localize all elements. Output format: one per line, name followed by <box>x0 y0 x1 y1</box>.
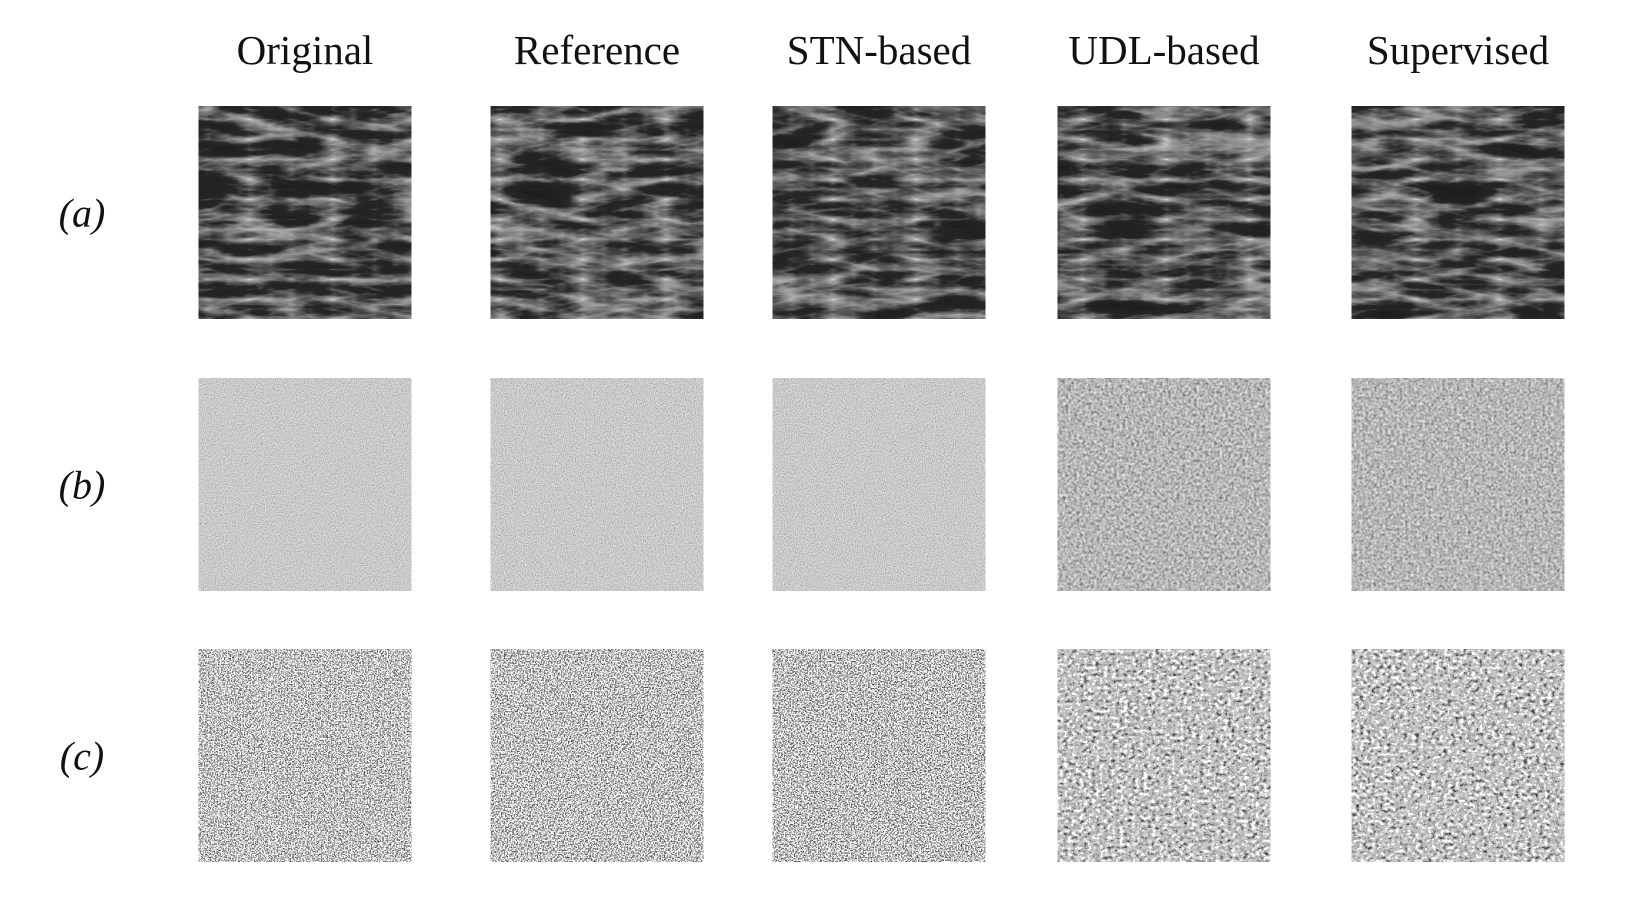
result-image <box>490 378 704 591</box>
result-image <box>1351 649 1565 862</box>
image-texture <box>1057 106 1271 319</box>
image-texture <box>1351 649 1565 862</box>
result-image <box>1057 106 1271 319</box>
row-label: (c) <box>60 734 104 779</box>
row-label: (b) <box>59 463 106 508</box>
result-image <box>490 649 704 862</box>
result-image <box>1057 649 1271 862</box>
result-image <box>1351 378 1565 591</box>
result-image <box>772 649 986 862</box>
column-header: Original <box>237 27 374 73</box>
image-texture <box>772 378 986 591</box>
image-texture <box>1057 378 1271 591</box>
image-texture <box>490 106 704 319</box>
result-image <box>198 378 412 591</box>
column-header: Supervised <box>1367 27 1549 73</box>
result-image <box>490 106 704 319</box>
image-texture <box>772 649 986 862</box>
image-texture <box>1057 649 1271 862</box>
column-header: Reference <box>514 27 680 73</box>
image-texture <box>772 106 986 319</box>
column-header: STN-based <box>787 27 971 73</box>
image-texture <box>1351 106 1565 319</box>
result-image <box>1057 378 1271 591</box>
column-header: UDL-based <box>1068 27 1259 73</box>
result-image <box>198 106 412 319</box>
image-texture <box>490 649 704 862</box>
image-texture <box>198 106 412 319</box>
result-image <box>772 106 986 319</box>
result-image <box>772 378 986 591</box>
image-texture <box>1351 378 1565 591</box>
row-label: (a) <box>59 191 106 236</box>
image-texture <box>198 378 412 591</box>
result-image <box>1351 106 1565 319</box>
result-image <box>198 649 412 862</box>
image-texture <box>490 378 704 591</box>
image-texture <box>198 649 412 862</box>
